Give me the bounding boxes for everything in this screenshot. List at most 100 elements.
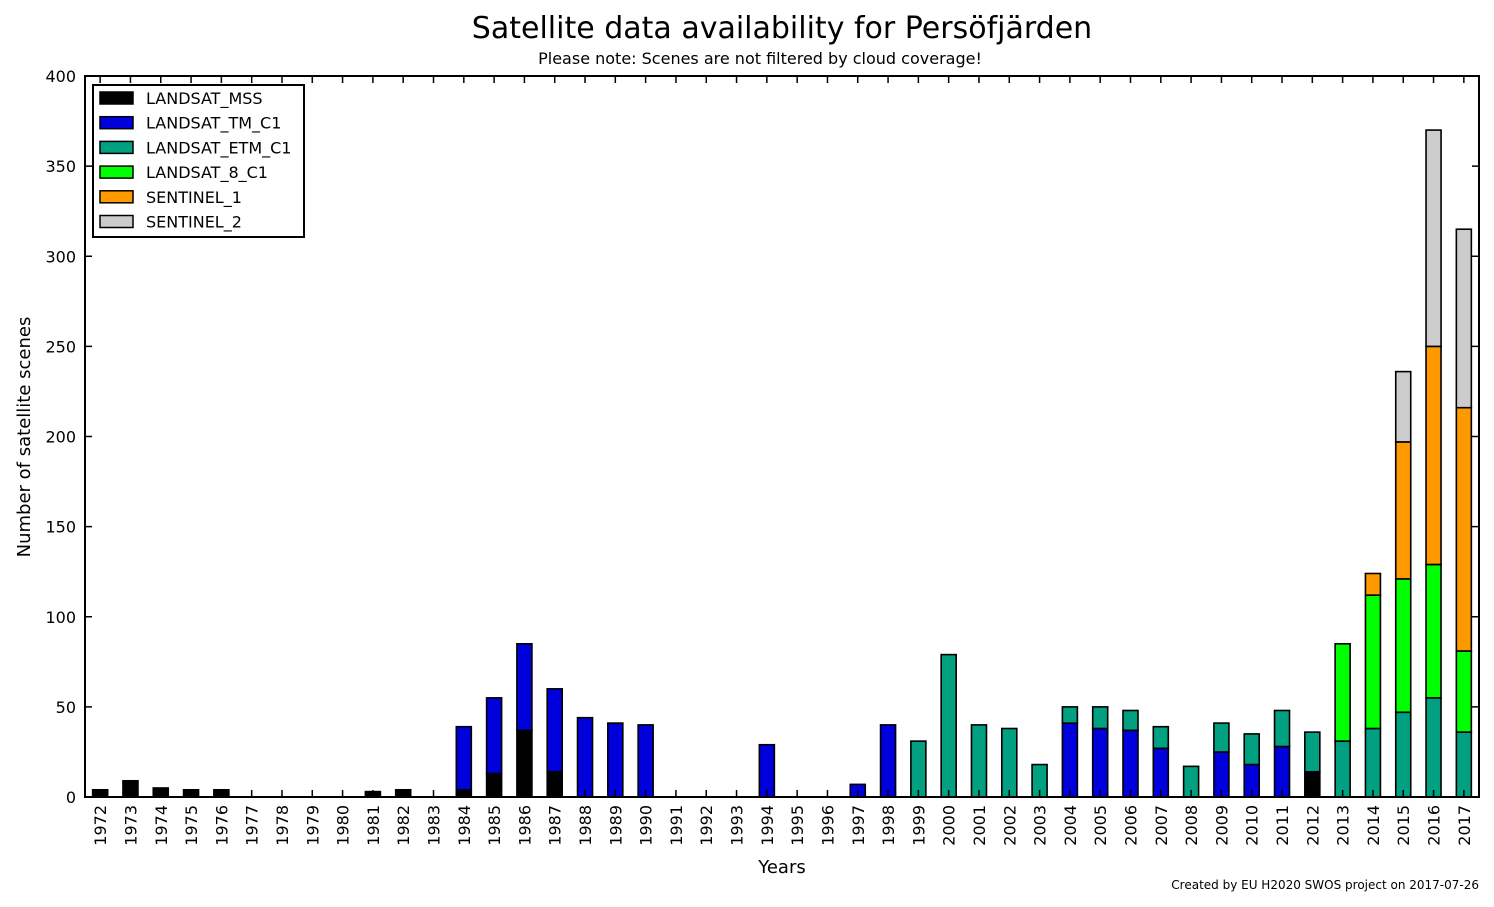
x-tick-label: 1980 — [334, 805, 353, 846]
bar-sentinel-2-2017 — [1455, 228, 1473, 409]
x-tick-label: 2001 — [970, 805, 989, 846]
legend-swatch — [99, 190, 134, 204]
bar-landsat-tm-c1-2011 — [1273, 745, 1291, 798]
legend-swatch — [99, 115, 134, 130]
bar-sentinel-1-2016 — [1425, 345, 1442, 566]
legend-swatch — [99, 140, 134, 155]
x-tick-label: 1981 — [364, 805, 383, 846]
bar-landsat-etm-c1-2001 — [970, 724, 988, 798]
x-tick-label: 2014 — [1364, 805, 1383, 846]
bar-landsat-tm-c1-2004 — [1061, 722, 1079, 798]
legend-label: LANDSAT_TM_C1 — [146, 114, 281, 134]
bars-layer — [91, 129, 1473, 798]
legend-swatch — [99, 214, 134, 229]
x-tick-label: 1978 — [273, 805, 292, 846]
x-tick-label: 2015 — [1394, 805, 1413, 846]
x-tick-label: 2010 — [1243, 805, 1262, 846]
legend-box — [92, 84, 305, 238]
bar-landsat-etm-c1-2000 — [940, 653, 957, 798]
x-tick-label: 2008 — [1182, 805, 1201, 846]
x-tick-label: 1982 — [394, 805, 413, 846]
x-tick-label: 1992 — [697, 805, 716, 846]
x-tick-label: 1986 — [515, 805, 534, 846]
bar-landsat-tm-c1-1994 — [758, 743, 776, 798]
x-tick-label: 2002 — [1000, 805, 1019, 846]
bar-landsat-tm-c1-1984 — [455, 725, 473, 791]
x-tick-label: 1985 — [485, 805, 504, 846]
bar-landsat-etm-c1-2007 — [1152, 725, 1170, 750]
x-tick-label: 2011 — [1273, 805, 1292, 846]
x-tick-label: 1983 — [425, 805, 444, 846]
chart-subtitle: Please note: Scenes are not filtered by … — [538, 49, 982, 68]
y-axis-label: Number of satellite scenes — [14, 317, 35, 558]
y-tick-label: 250 — [45, 337, 76, 356]
y-tick-label: 350 — [45, 157, 76, 176]
y-tick-label: 0 — [66, 788, 76, 807]
x-tick-label: 1973 — [121, 805, 140, 846]
bar-landsat-tm-c1-1989 — [607, 722, 624, 798]
chart-title: Satellite data availability for Persöfjä… — [472, 11, 1092, 46]
x-tick-label: 1997 — [849, 805, 868, 846]
bar-landsat-tm-c1-2005 — [1091, 727, 1109, 798]
x-tick-label: 2003 — [1031, 805, 1050, 846]
bar-landsat-etm-c1-2014 — [1364, 727, 1382, 798]
bar-landsat-tm-c1-1988 — [576, 716, 594, 798]
x-tick-label: 1979 — [303, 805, 322, 846]
x-tick-label: 1976 — [212, 805, 231, 846]
x-tick-label: 1989 — [606, 805, 625, 846]
x-tick-label: 2012 — [1303, 805, 1322, 846]
footer-credit: Created by EU H2020 SWOS project on 2017… — [1171, 878, 1479, 892]
bar-sentinel-1-2017 — [1455, 406, 1473, 652]
legend-swatch — [99, 91, 134, 105]
bar-landsat-etm-c1-2016 — [1425, 697, 1442, 798]
x-tick-label: 1984 — [455, 805, 474, 846]
x-tick-label: 2017 — [1455, 805, 1474, 846]
bar-landsat-etm-c1-2006 — [1122, 709, 1139, 732]
x-tick-label: 2005 — [1091, 805, 1110, 846]
bar-landsat-8-c1-2013 — [1334, 642, 1351, 742]
bar-landsat-etm-c1-2011 — [1273, 709, 1291, 748]
x-tick-label: 1995 — [788, 805, 807, 846]
bar-landsat-etm-c1-2004 — [1061, 706, 1079, 724]
x-tick-label: 1999 — [909, 805, 928, 846]
y-tick-label: 200 — [45, 428, 76, 447]
x-tick-label: 1975 — [182, 805, 201, 846]
x-tick-label: 2016 — [1425, 805, 1444, 846]
bar-landsat-tm-c1-1998 — [879, 724, 897, 798]
y-tick-label: 300 — [45, 247, 76, 266]
y-tick-label: 400 — [45, 67, 76, 86]
bar-landsat-tm-c1-1990 — [637, 724, 654, 798]
bar-sentinel-2-2015 — [1394, 370, 1412, 443]
legend: LANDSAT_MSS LANDSAT_TM_C1 LANDSAT_ETM_C1 LA… — [92, 84, 305, 238]
y-tick-label: 150 — [45, 518, 76, 537]
bar-landsat-etm-c1-1999 — [910, 740, 927, 798]
bar-landsat-8-c1-2015 — [1394, 578, 1412, 714]
bar-sentinel-1-2015 — [1394, 441, 1412, 580]
x-tick-label: 1987 — [546, 805, 565, 846]
x-tick-label: 1998 — [879, 805, 898, 846]
bar-landsat-etm-c1-2015 — [1394, 711, 1412, 798]
legend-label: LANDSAT_8_C1 — [146, 163, 268, 183]
bar-landsat-tm-c1-1986 — [516, 642, 533, 732]
x-tick-label: 2009 — [1212, 805, 1231, 846]
x-tick-label: 1991 — [667, 805, 686, 846]
bar-landsat-8-c1-2017 — [1455, 650, 1473, 733]
x-tick-label: 2000 — [940, 805, 959, 846]
bar-landsat-etm-c1-2013 — [1334, 740, 1351, 798]
bar-landsat-tm-c1-2007 — [1152, 747, 1170, 798]
legend-label: LANDSAT_MSS — [146, 89, 263, 109]
x-tick-label: 1990 — [637, 805, 656, 846]
legend-swatch — [99, 165, 134, 179]
x-tick-label: 1988 — [576, 805, 595, 846]
bar-landsat-etm-c1-2017 — [1455, 731, 1473, 798]
bar-landsat-etm-c1-2012 — [1304, 731, 1321, 773]
bar-landsat-mss-1986 — [516, 729, 533, 798]
bar-landsat-8-c1-2016 — [1425, 563, 1442, 699]
legend-label: SENTINEL_1 — [146, 188, 242, 208]
x-tick-label: 1977 — [243, 805, 262, 846]
bar-landsat-tm-c1-2006 — [1122, 729, 1139, 798]
legend-label: SENTINEL_2 — [146, 213, 242, 233]
legend-label: LANDSAT_ETM_C1 — [146, 138, 291, 158]
bar-landsat-etm-c1-2002 — [1000, 727, 1018, 798]
